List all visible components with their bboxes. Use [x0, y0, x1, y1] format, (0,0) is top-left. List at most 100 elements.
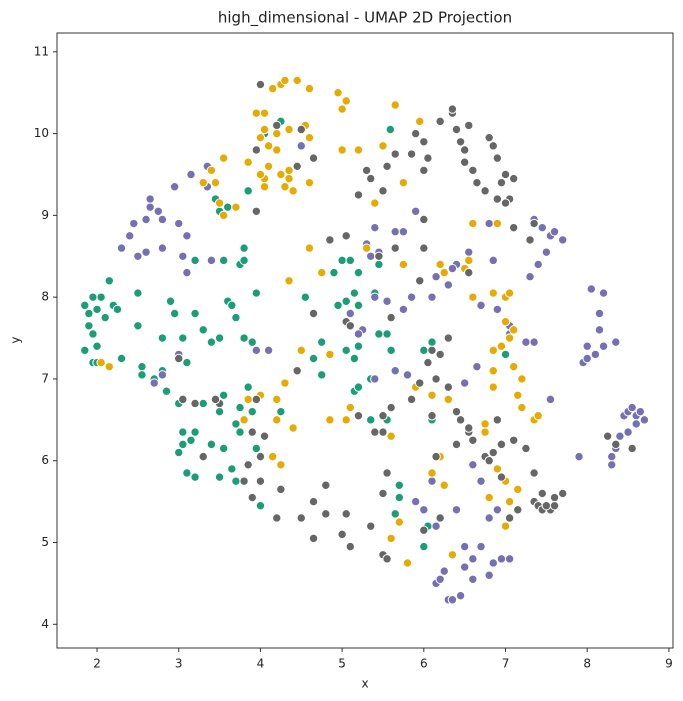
point [251, 394, 262, 405]
point [345, 308, 355, 319]
point [345, 255, 355, 266]
point [504, 513, 515, 523]
point [198, 398, 208, 409]
point [308, 153, 319, 163]
point [488, 141, 498, 151]
point [390, 149, 400, 159]
point [558, 235, 568, 245]
point [243, 394, 253, 405]
point [468, 218, 478, 229]
point [427, 390, 437, 400]
point [129, 218, 139, 229]
point [153, 206, 164, 216]
point [590, 349, 601, 360]
point [500, 316, 511, 327]
point [476, 541, 486, 552]
point [468, 574, 478, 585]
point [472, 361, 482, 372]
point [353, 329, 364, 339]
point [431, 521, 441, 531]
point [296, 513, 306, 523]
point [370, 198, 380, 208]
point [488, 366, 498, 376]
point [415, 276, 425, 286]
point [218, 255, 229, 266]
point [190, 308, 200, 319]
point [304, 177, 315, 188]
point [419, 243, 429, 253]
y-tick-label: 7 [41, 371, 49, 385]
point [435, 513, 445, 523]
point [435, 349, 445, 360]
point [243, 382, 253, 392]
point [214, 472, 225, 482]
point [341, 345, 351, 356]
point [178, 427, 188, 437]
point [243, 460, 253, 470]
point [178, 394, 188, 405]
point [100, 312, 110, 323]
point [366, 173, 376, 184]
point [276, 406, 286, 417]
point [386, 533, 396, 544]
y-tick-label: 4 [41, 617, 49, 631]
point [492, 194, 503, 204]
point [545, 394, 556, 405]
point [116, 353, 127, 364]
point [500, 521, 511, 531]
point [137, 361, 147, 372]
point [390, 243, 400, 253]
point [218, 443, 229, 454]
point [582, 341, 592, 351]
point [427, 292, 437, 302]
point [508, 435, 519, 445]
point [272, 513, 282, 523]
point [419, 137, 429, 147]
point [451, 406, 462, 417]
point [451, 505, 462, 515]
point [459, 378, 470, 388]
point [385, 124, 396, 135]
point [210, 177, 221, 188]
x-tick-label: 6 [420, 657, 428, 671]
point [390, 366, 400, 376]
point [419, 505, 429, 515]
point [598, 288, 609, 298]
point [382, 329, 392, 339]
point [504, 554, 515, 564]
point [276, 169, 286, 180]
point [386, 431, 396, 441]
point [439, 566, 449, 576]
point [410, 496, 421, 507]
point [455, 415, 466, 425]
point [513, 390, 523, 400]
point [492, 464, 503, 474]
point [427, 476, 437, 486]
point [231, 419, 241, 429]
point [178, 333, 188, 343]
point [419, 541, 429, 552]
point [353, 411, 364, 421]
point [182, 468, 192, 478]
point [615, 431, 625, 441]
point [508, 173, 519, 184]
point [259, 182, 270, 192]
point [390, 227, 400, 237]
point [259, 108, 270, 118]
point [468, 554, 478, 564]
point [96, 357, 106, 368]
point [341, 96, 351, 106]
point [190, 427, 200, 437]
point [206, 337, 217, 347]
point [488, 382, 498, 392]
point [447, 104, 458, 114]
point [431, 374, 441, 384]
point [263, 141, 274, 151]
point [80, 345, 90, 356]
point [284, 165, 294, 176]
point [378, 488, 388, 499]
point [611, 337, 621, 347]
point [484, 513, 494, 523]
point [251, 108, 262, 118]
point [611, 439, 621, 450]
